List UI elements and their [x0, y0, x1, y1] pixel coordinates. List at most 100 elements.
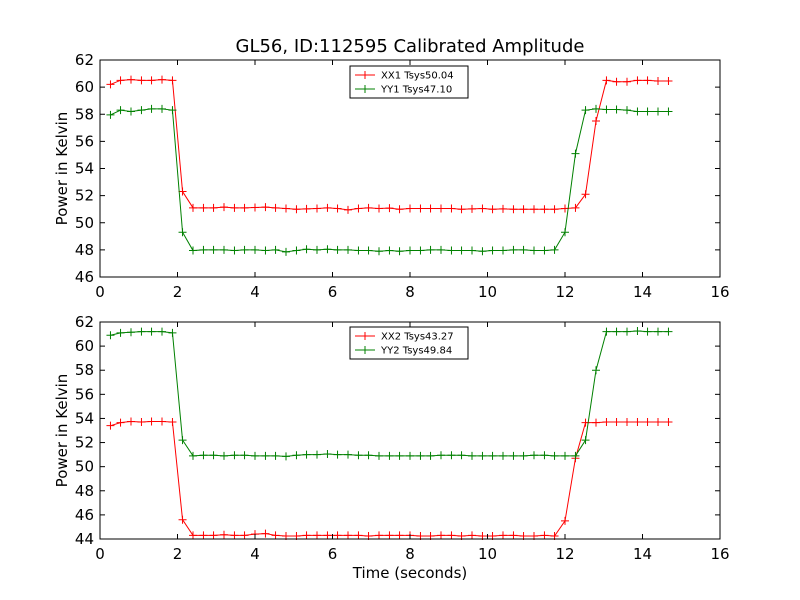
y-tick-label: 56 [75, 132, 94, 150]
data-point-marker [612, 327, 621, 336]
data-point-marker [199, 203, 208, 212]
data-point-marker [395, 247, 404, 256]
data-point-marker [364, 246, 373, 255]
data-point-marker [416, 246, 425, 255]
data-point-marker [416, 451, 425, 460]
data-point-marker [251, 451, 259, 460]
legend-marker [361, 71, 369, 79]
y-tick-label: 52 [75, 187, 94, 205]
data-point-marker [437, 204, 445, 213]
data-point-marker [333, 245, 342, 254]
data-point-marker [406, 204, 414, 213]
data-point-marker [199, 531, 208, 540]
data-point-marker [664, 418, 673, 427]
data-point-marker [199, 451, 208, 460]
data-point-marker [168, 328, 177, 337]
data-point-marker [540, 205, 549, 214]
data-point-marker [612, 105, 621, 114]
data-point-marker [220, 530, 228, 539]
data-point-marker [592, 418, 600, 427]
data-point-marker [540, 531, 549, 540]
data-point-marker [189, 531, 197, 540]
data-point-marker [106, 331, 115, 340]
data-point-marker [385, 204, 394, 213]
data-point-marker [623, 418, 631, 427]
data-point-marker [468, 451, 476, 460]
data-point-marker [654, 77, 662, 86]
data-point-marker [127, 107, 135, 116]
data-point-marker [509, 451, 518, 460]
data-point-marker [447, 246, 456, 255]
series-line [110, 79, 669, 211]
data-point-marker [344, 531, 352, 540]
x-tick-label: 8 [405, 545, 415, 563]
data-point-marker [158, 75, 166, 84]
data-point-marker [168, 76, 177, 85]
data-point-marker [292, 451, 301, 460]
data-point-marker [499, 531, 507, 540]
data-point-marker [561, 516, 569, 525]
data-point-marker [488, 451, 497, 460]
data-point-marker [592, 104, 600, 113]
data-point-marker [426, 451, 435, 460]
data-point-marker [395, 451, 404, 460]
y-tick-label: 46 [75, 268, 94, 286]
series-line [110, 420, 669, 537]
y-tick-label: 60 [75, 78, 94, 96]
data-point-marker [478, 247, 487, 256]
data-point-marker [344, 205, 352, 214]
data-point-marker [499, 246, 507, 255]
y-axis-label: Power in Kelvin [53, 112, 71, 226]
data-point-marker [602, 418, 611, 427]
data-point-marker [209, 451, 218, 460]
x-tick-label: 12 [555, 283, 574, 301]
data-point-marker [633, 76, 642, 85]
data-point-marker [540, 246, 549, 255]
data-point-marker [550, 451, 559, 460]
data-point-marker [509, 205, 518, 214]
data-point-marker [426, 245, 435, 254]
data-point-marker [251, 203, 259, 212]
data-point-marker [633, 418, 642, 427]
x-tick-label: 4 [250, 545, 260, 563]
data-point-marker [395, 205, 404, 214]
data-point-marker [488, 246, 497, 255]
data-point-marker [509, 245, 518, 254]
legend-box [349, 326, 469, 360]
chart-title: GL56, ID:112595 Calibrated Amplitude [236, 36, 585, 57]
data-point-marker [354, 204, 363, 213]
data-point-marker [571, 451, 580, 460]
data-point-marker [633, 107, 642, 116]
data-point-marker [478, 451, 487, 460]
y-tick-label: 62 [75, 313, 94, 331]
data-point-marker [643, 327, 652, 336]
data-point-marker [251, 245, 259, 254]
y-tick-label: 54 [75, 160, 94, 178]
y-tick-label: 58 [75, 361, 94, 379]
x-tick-label: 16 [710, 545, 729, 563]
data-point-marker [116, 76, 125, 85]
x-tick-label: 6 [328, 283, 338, 301]
legend-label: XX2 Tsys43.27 [381, 332, 454, 343]
data-point-marker [416, 204, 425, 213]
data-point-marker [282, 247, 290, 256]
data-point-marker [530, 205, 538, 214]
y-tick-label: 60 [75, 337, 94, 355]
data-point-marker [395, 531, 404, 540]
data-point-marker [623, 106, 631, 115]
data-point-marker [106, 80, 115, 89]
data-point-marker [333, 450, 342, 459]
data-point-marker [561, 228, 569, 237]
y-tick-label: 52 [75, 434, 94, 452]
data-point-marker [519, 245, 528, 254]
data-point-marker [282, 452, 290, 461]
data-point-marker [147, 76, 156, 85]
data-point-marker [323, 531, 332, 540]
x-tick-label: 12 [555, 545, 574, 563]
data-point-marker [147, 104, 156, 113]
x-tick-label: 10 [478, 545, 497, 563]
data-point-marker [240, 531, 249, 540]
data-point-marker [468, 246, 476, 255]
data-point-marker [654, 327, 662, 336]
